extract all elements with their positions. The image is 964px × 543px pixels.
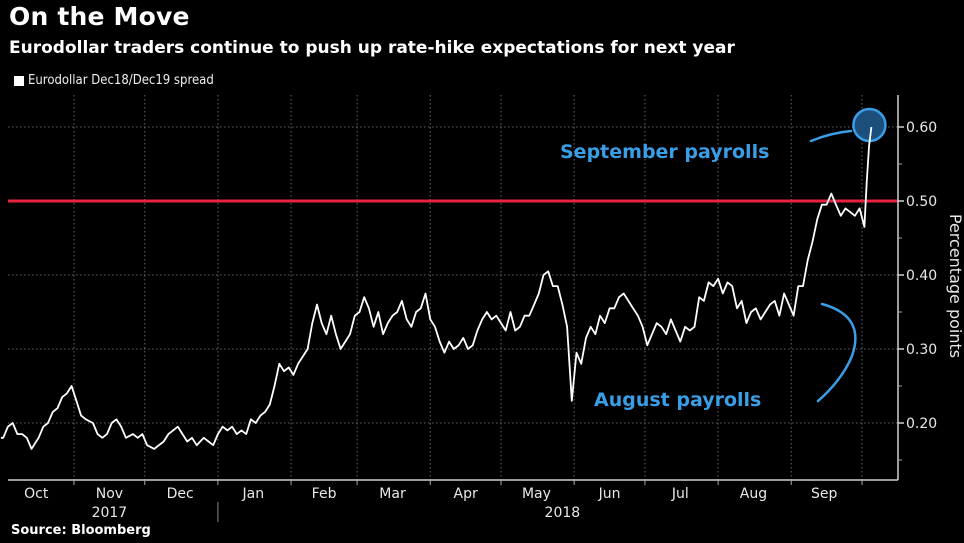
september-payrolls-label: September payrolls	[560, 141, 769, 163]
horizontal-gridlines	[8, 126, 898, 424]
x-year-label: 2017	[92, 505, 128, 521]
x-tick-label: May	[522, 486, 551, 502]
y-ticks: 0.20 0.30 0.40 0.50 0.60	[898, 120, 937, 461]
x-tick-label: Dec	[167, 486, 194, 502]
chart-title: On the Move	[9, 2, 190, 31]
x-tick-label: Jul	[671, 486, 689, 502]
legend-square-swatch-icon	[14, 75, 24, 86]
y-tick-label: 0.20	[906, 416, 937, 432]
x-tick-label: Sep	[811, 486, 838, 502]
axes: 0.20 0.30 0.40 0.50 0.60 Oct Nov Dec Jan Feb Mar A…	[8, 95, 964, 522]
august-annotation-arrow	[816, 302, 857, 403]
y-axis-title: Percentage points	[946, 214, 964, 358]
y-tick-label: 0.30	[906, 342, 937, 358]
x-tick-label: Feb	[312, 486, 337, 502]
x-tick-label: Jan	[242, 486, 265, 502]
y-tick-label: 0.60	[906, 120, 937, 136]
y-tick-label: 0.50	[906, 194, 937, 210]
x-year-label: 2018	[545, 505, 581, 521]
legend: Eurodollar Dec18/Dec19 spread	[14, 73, 214, 88]
x-tick-label: Aug	[740, 486, 767, 502]
legend-label: Eurodollar Dec18/Dec19 spread	[28, 73, 214, 88]
y-tick-label: 0.40	[906, 268, 937, 284]
september-annotation-arrow	[809, 129, 853, 143]
x-tick-label: Oct	[24, 486, 49, 502]
chart-subtitle: Eurodollar traders continue to push up r…	[9, 38, 735, 58]
vertical-gridlines	[73, 95, 863, 480]
x-tick-label: Jun	[598, 486, 621, 502]
x-ticks: Oct Nov Dec Jan Feb Mar Apr May Jun Jul Aug Sep 2017…	[24, 480, 863, 522]
august-payrolls-label: August payrolls	[594, 389, 761, 411]
source-note: Source: Bloomberg	[11, 523, 151, 538]
annotations: September payrolls August payrolls	[560, 107, 887, 411]
x-tick-label: Nov	[96, 486, 123, 502]
series-line	[0, 126, 873, 450]
x-tick-label: Mar	[379, 486, 406, 502]
x-tick-label: Apr	[454, 486, 478, 502]
